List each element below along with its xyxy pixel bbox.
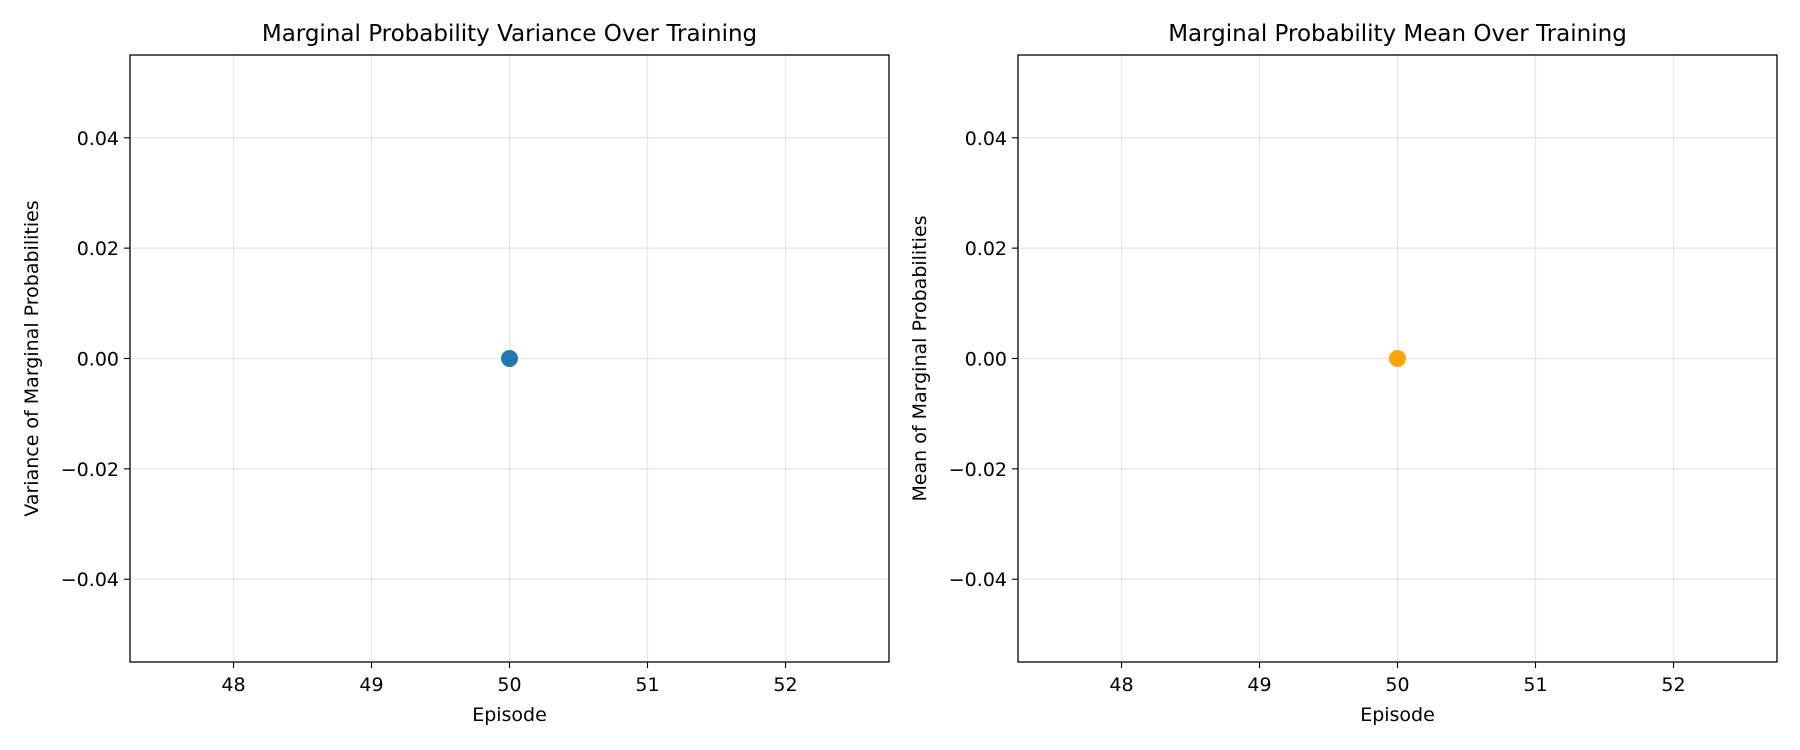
mean-chart-panel: 48 49 50 51 52 −0.04 −0.02 0.00 0.02 0.04 Marginal… <box>909 21 1778 726</box>
variance-x-tick-label: 52 <box>773 674 797 696</box>
mean-x-tick-label: 52 <box>1661 674 1685 696</box>
variance-y-tick-label: 0.02 <box>77 238 119 260</box>
variance-plot-area <box>129 54 890 663</box>
mean-x-axis-label: Episode <box>1360 704 1435 726</box>
mean-chart-title: Marginal Probability Mean Over Training <box>1168 21 1627 47</box>
mean-x-tick-label: 48 <box>1109 674 1133 696</box>
variance-data-point <box>501 350 518 367</box>
variance-x-tick-label: 50 <box>497 674 521 696</box>
mean-y-axis-label: Mean of Marginal Probabilities <box>909 215 931 501</box>
mean-plot-area <box>1017 54 1778 663</box>
variance-y-tick-label: 0.04 <box>77 128 119 150</box>
variance-x-tick-label: 51 <box>635 674 659 696</box>
mean-y-tick-label: 0.02 <box>965 238 1007 260</box>
variance-y-tick-label: −0.04 <box>61 569 119 591</box>
variance-y-tick-label: 0.00 <box>77 349 119 371</box>
variance-y-tick-label: −0.02 <box>61 459 119 481</box>
variance-chart-title: Marginal Probability Variance Over Train… <box>262 21 757 47</box>
variance-x-axis-label: Episode <box>472 704 547 726</box>
mean-x-tick-label: 49 <box>1247 674 1271 696</box>
mean-y-tick-label: −0.02 <box>949 459 1007 481</box>
variance-x-tick-label: 48 <box>221 674 245 696</box>
mean-y-tick-label: 0.00 <box>965 349 1007 371</box>
variance-y-axis-label: Variance of Marginal Probabilities <box>21 200 43 516</box>
mean-x-tick-label: 51 <box>1523 674 1547 696</box>
mean-data-point <box>1389 350 1406 367</box>
mean-x-tick-label: 50 <box>1385 674 1409 696</box>
mean-y-tick-label: 0.04 <box>965 128 1007 150</box>
variance-x-tick-label: 49 <box>359 674 383 696</box>
mean-y-tick-label: −0.04 <box>949 569 1007 591</box>
variance-chart-panel: 48 49 50 51 52 −0.04 −0.02 0.00 0.02 0.04 Marginal… <box>21 21 890 726</box>
